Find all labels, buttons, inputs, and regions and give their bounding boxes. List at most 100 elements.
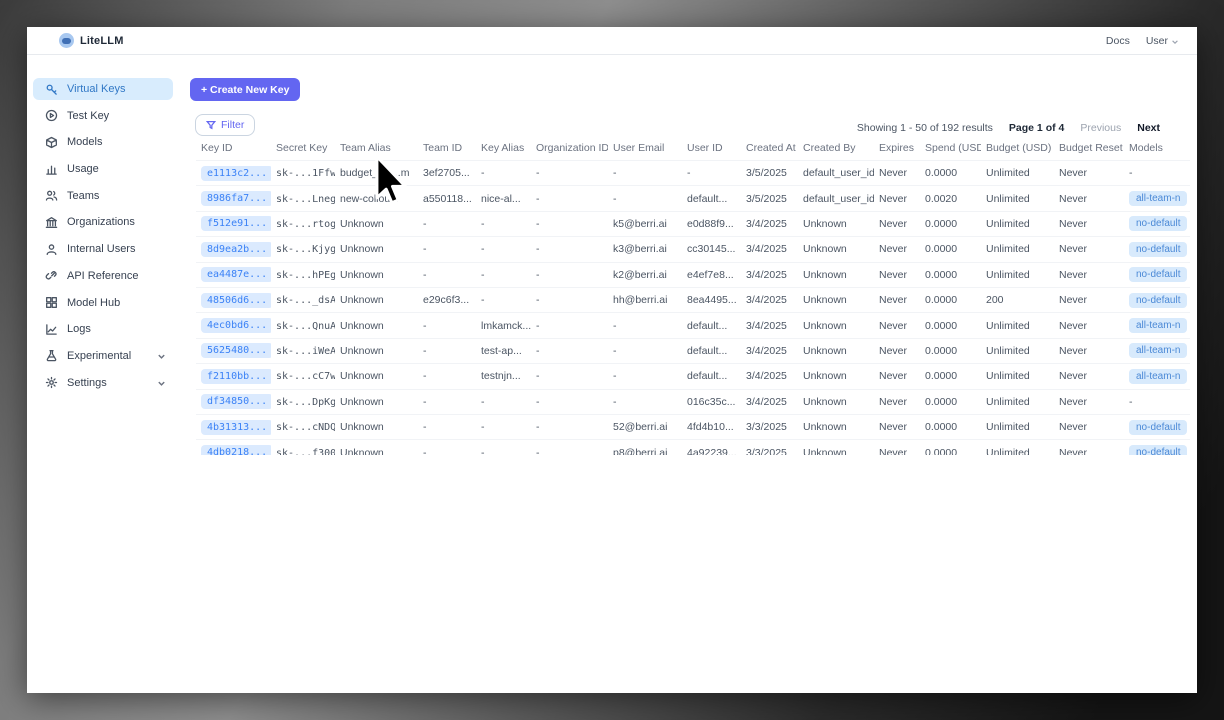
cell-user-id: 016c35c... <box>682 388 741 415</box>
cell-created-at: 3/4/2025 <box>741 261 798 288</box>
table-row[interactable]: f512e91... sk-...rtog Unknown - - - k5@berri.a… <box>196 210 1190 237</box>
top-navbar: LiteLLM Docs User <box>27 27 1197 55</box>
sidebar-item-teams[interactable]: Teams <box>33 185 173 207</box>
key-id-badge[interactable]: 4db0218... <box>201 445 271 455</box>
cell-created-by: Unknown <box>798 439 874 455</box>
cell-expires: Never <box>874 413 920 440</box>
model-badge: all-team-n <box>1129 191 1188 207</box>
sidebar-item-label: API Reference <box>67 269 139 282</box>
sidebar-item-logs[interactable]: Logs <box>33 318 173 340</box>
key-id-badge[interactable]: ea4487e... <box>201 267 271 283</box>
sidebar-item-models[interactable]: Models <box>33 131 173 153</box>
key-id-badge[interactable]: 8986fa7... <box>201 191 271 207</box>
cell-user-id: 8ea4495... <box>682 286 741 313</box>
table-row[interactable]: f2110bb... sk-...cC7w Unknown - testnjn... - -… <box>196 363 1190 390</box>
cell-expires: Never <box>874 210 920 237</box>
key-id-badge[interactable]: df34850... <box>201 394 271 410</box>
key-id-badge[interactable]: 8d9ea2b... <box>201 241 271 257</box>
sidebar-item-api-reference[interactable]: API Reference <box>33 265 173 287</box>
cell-models: no-default <box>1124 439 1190 455</box>
key-id-badge[interactable]: 5625480... <box>201 343 271 359</box>
column-header: User ID <box>687 142 723 154</box>
cell-user-id: - <box>682 159 741 186</box>
sidebar-item-experimental[interactable]: Experimental <box>33 345 173 367</box>
sidebar-item-organizations[interactable]: Organizations <box>33 211 173 233</box>
cell-key-alias: lmkamck... <box>476 312 531 339</box>
table-row[interactable]: 4db0218... sk-...f300 Unknown - - - p8@berri.a… <box>196 439 1190 455</box>
key-id-badge[interactable]: 4ec0bd6... <box>201 318 271 334</box>
cell-created-at: 3/4/2025 <box>741 388 798 415</box>
cell-created-by: Unknown <box>798 388 874 415</box>
cell-created-at: 3/3/2025 <box>741 439 798 455</box>
next-page-button[interactable]: Next <box>1137 122 1160 134</box>
column-header: Team Alias <box>340 142 391 154</box>
secret-key-value: sk-...iWeA <box>276 345 335 357</box>
sidebar-item-model-hub[interactable]: Model Hub <box>33 292 173 314</box>
table-row[interactable]: 5625480... sk-...iWeA Unknown - test-ap... - -… <box>196 337 1190 364</box>
table-row[interactable]: 48506d6... sk-..._dsA Unknown e29c6f3... - - h… <box>196 286 1190 313</box>
cell-budget-reset: Never <box>1054 261 1124 288</box>
cell-team-alias: Unknown <box>335 337 418 364</box>
key-id-badge[interactable]: 48506d6... <box>201 292 271 308</box>
key-id-badge[interactable]: e1113c2... <box>201 165 271 181</box>
cell-secret-key: sk-...QnuA <box>271 312 335 339</box>
cell-organization-id: - <box>531 363 608 390</box>
sidebar-item-settings[interactable]: Settings <box>33 372 173 394</box>
bank-icon <box>45 216 58 229</box>
cell-key-id: df34850... <box>196 388 271 415</box>
sidebar: Virtual Keys Test Key Models Usage Teams Orga… <box>27 55 185 693</box>
column-header: Expires <box>879 142 915 154</box>
secret-key-value: sk-..._dsA <box>276 295 335 307</box>
keys-table: Key ID Secret Key Team Alias Team ID Key Ali… <box>196 140 1190 455</box>
model-badge: all-team-n <box>1129 368 1188 384</box>
cell-team-id: a550118... <box>418 185 476 212</box>
cell-organization-id: - <box>531 439 608 455</box>
cell-budget-reset: Never <box>1054 439 1124 455</box>
sidebar-item-usage[interactable]: Usage <box>33 158 173 180</box>
cell-budget-usd: Unlimited <box>981 337 1054 364</box>
table-row[interactable]: e1113c2... sk-...1Ffw budget_tes...m 3ef270… <box>196 159 1190 186</box>
cell-budget-reset: Never <box>1054 312 1124 339</box>
create-new-key-button[interactable]: + Create New Key <box>190 78 301 101</box>
cell-secret-key: sk-...Lneg <box>271 185 335 212</box>
user-menu[interactable]: User <box>1146 35 1179 47</box>
gear-icon <box>45 376 58 389</box>
table-row[interactable]: 4b31313... sk-...cNDQ Unknown - - -52@berri.a… <box>196 413 1190 440</box>
cell-key-id: 48506d6... <box>196 286 271 313</box>
link-icon <box>45 269 58 282</box>
table-row[interactable]: ea4487e... sk-...hPEg Unknown - - - k2@berri.a… <box>196 261 1190 288</box>
cell-created-at: 3/4/2025 <box>741 337 798 364</box>
sidebar-item-internal-users[interactable]: Internal Users <box>33 238 173 260</box>
cell-expires: Never <box>874 312 920 339</box>
filter-button[interactable]: Filter <box>195 114 256 136</box>
person-icon <box>45 243 58 256</box>
cell-team-id: - <box>418 413 476 440</box>
table-row[interactable]: 8d9ea2b... sk-...Kjyg Unknown - - - k3@berri.a… <box>196 236 1190 263</box>
cell-spend-usd: 0.0000 <box>920 388 981 415</box>
page-indicator: Page 1 of 4 <box>1008 122 1065 134</box>
sidebar-item-label: Experimental <box>67 349 132 362</box>
cell-expires: Never <box>874 159 920 186</box>
chevron-down-icon <box>1171 37 1179 45</box>
cell-user-email: k3@berri.ai <box>608 236 682 263</box>
docs-link[interactable]: Docs <box>1105 34 1130 47</box>
key-id-badge[interactable]: f512e91... <box>201 216 271 232</box>
cell-created-by: Unknown <box>798 210 874 237</box>
sidebar-item-virtual-keys[interactable]: Virtual Keys <box>33 78 173 100</box>
cell-key-id: 4b31313... <box>196 413 271 440</box>
cell-models: - <box>1124 159 1190 186</box>
previous-page-button[interactable]: Previous <box>1080 122 1122 134</box>
table-row[interactable]: 4ec0bd6... sk-...QnuA Unknown - lmkamck... - -… <box>196 312 1190 339</box>
cell-created-by: Unknown <box>798 236 874 263</box>
key-id-badge[interactable]: 4b31313... <box>201 419 271 435</box>
cell-budget-reset: Never <box>1054 363 1124 390</box>
cell-expires: Never <box>874 363 920 390</box>
table-row[interactable]: df34850... sk-...DpKg Unknown - - - -016c35c..… <box>196 388 1190 415</box>
sidebar-item-test-key[interactable]: Test Key <box>33 105 173 127</box>
table-row[interactable]: 8986fa7... sk-...Lneg new-collou... a550118… <box>196 185 1190 212</box>
sidebar-item-label: Usage <box>67 163 99 176</box>
key-id-badge[interactable]: f2110bb... <box>201 368 271 384</box>
secret-key-value: sk-...DpKg <box>276 396 335 408</box>
cell-budget-reset: Never <box>1054 286 1124 313</box>
secret-key-value: sk-...cC7w <box>276 371 335 383</box>
